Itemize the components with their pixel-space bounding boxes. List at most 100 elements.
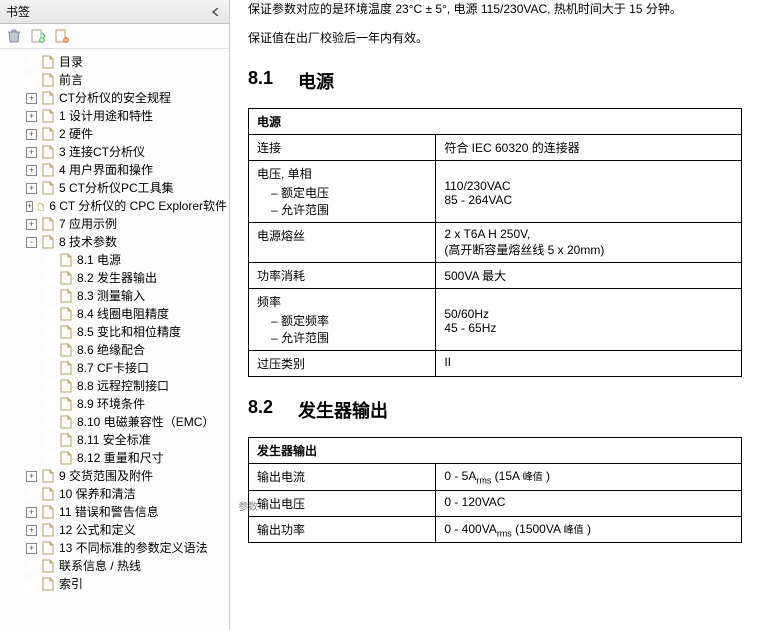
tree-item[interactable]: 索引 [4,575,227,593]
tree-item[interactable]: 8.3 测量输入 [4,287,227,305]
page-icon [37,199,45,213]
page-icon [59,307,73,321]
intro-paragraph-2: 保证值在出厂校验后一年内有效。 [248,29,742,48]
tree-item[interactable]: 8.8 远程控制接口 [4,377,227,395]
tree-item[interactable]: +13 不同标准的参数定义语法 [4,539,227,557]
tree-item[interactable]: 8.6 绝缘配合 [4,341,227,359]
tree-item[interactable]: 8.12 重量和尺寸 [4,449,227,467]
tree-item[interactable]: + CT分析仪的安全规程 [4,89,227,107]
page-icon [41,91,55,105]
page-icon [59,289,73,303]
expander-placeholder [44,309,55,320]
tree-item-label: 8.12 重量和尺寸 [77,450,164,466]
tree-item[interactable]: +7 应用示例 [4,215,227,233]
tree-item[interactable]: 10 保养和清洁 [4,485,227,503]
intro-paragraph-1: 保证参数对应的是环境温度 23°C ± 5°, 电源 115/230VAC, 热… [248,0,742,19]
tree-item[interactable]: 8.10 电磁兼容性（EMC） [4,413,227,431]
expander-placeholder [44,291,55,302]
expander-placeholder [44,435,55,446]
expand-icon[interactable]: + [26,201,33,212]
tree-item-label: 6 CT 分析仪的 CPC Explorer软件 [49,198,227,214]
table-header: 发生器输出 [249,438,742,464]
expand-icon[interactable]: + [26,183,37,194]
tree-item-label: 联系信息 / 热线 [59,558,141,574]
tree-item[interactable]: +2 硬件 [4,125,227,143]
tree-item[interactable]: 8.4 线圈电阻精度 [4,305,227,323]
expand-icon[interactable]: + [26,543,37,554]
table-generator-output: 发生器输出输出电流0 - 5Arms (15A 峰值 )输出电压0 - 120V… [248,437,742,543]
page-icon [41,181,55,195]
table-cell-label: 功率消耗 [249,263,436,289]
page-icon [59,325,73,339]
expander-placeholder [44,273,55,284]
table-cell-label: 过压类别 [249,351,436,377]
table-cell-value: 50/60Hz45 - 65Hz [436,289,742,351]
expander-placeholder [44,381,55,392]
tree-item-label: 13 不同标准的参数定义语法 [59,540,208,556]
tree-item[interactable]: 目录 [4,53,227,71]
tree-item-label: 8.4 线圈电阻精度 [77,306,169,322]
trash-icon[interactable] [6,28,22,44]
tree-item[interactable]: 前言 [4,71,227,89]
section-8-2-heading: 8.2 发生器输出 [248,397,742,423]
tree-item[interactable]: 8.7 CF卡接口 [4,359,227,377]
tree-item-label: 5 CT分析仪PC工具集 [59,180,174,196]
page-icon [41,559,55,573]
expand-icon[interactable]: + [26,93,37,104]
expand-icon[interactable]: + [26,525,37,536]
tree-item-label: 8.10 电磁兼容性（EMC） [77,414,214,430]
table-cell-value: 符合 IEC 60320 的连接器 [436,135,742,161]
tree-item[interactable]: -8 技术参数 [4,233,227,251]
expander-placeholder [44,399,55,410]
expand-icon[interactable]: + [26,111,37,122]
tree-item[interactable]: +3 连接CT分析仪 [4,143,227,161]
page-icon [59,415,73,429]
page-icon [41,577,55,591]
tree-item[interactable]: 8.9 环境条件 [4,395,227,413]
table-cell-value: 2 x T6A H 250V,(高开断容量熔丝线 5 x 20mm) [436,223,742,263]
tag-bookmark-icon[interactable] [54,28,70,44]
tree-item[interactable]: +12 公式和定义 [4,521,227,539]
page-icon [41,469,55,483]
tree-item[interactable]: 联系信息 / 热线 [4,557,227,575]
table-cell-value: II [436,351,742,377]
tree-item-label: 3 连接CT分析仪 [59,144,145,160]
collapse-sidebar-button[interactable] [209,5,223,19]
new-bookmark-icon[interactable] [30,28,46,44]
expand-icon[interactable]: + [26,165,37,176]
expand-icon[interactable]: + [26,471,37,482]
tree-item-label: CT分析仪的安全规程 [59,90,171,106]
table-cell-label: 输出电压 [249,490,436,516]
tree-item[interactable]: 8.2 发生器输出 [4,269,227,287]
page-icon [41,127,55,141]
page-icon [41,55,55,69]
tree-item[interactable]: +5 CT分析仪PC工具集 [4,179,227,197]
expand-icon[interactable]: + [26,219,37,230]
tree-item[interactable]: 8.5 变比和相位精度 [4,323,227,341]
tree-item-label: 8.9 环境条件 [77,396,145,412]
tree-item-label: 7 应用示例 [59,216,117,232]
expander-placeholder [44,453,55,464]
page-icon [41,541,55,555]
page-icon [59,361,73,375]
tree-item[interactable]: +4 用户界面和操作 [4,161,227,179]
table-power: 电源连接符合 IEC 60320 的连接器电压, 单相额定电压允许范围 110/… [248,108,742,377]
expand-icon[interactable]: + [26,147,37,158]
expander-placeholder [44,417,55,428]
collapse-icon[interactable]: - [26,237,37,248]
page-icon [41,217,55,231]
expand-icon[interactable]: + [26,507,37,518]
tree-item-label: 8.1 电源 [77,252,121,268]
tree-item-label: 8.8 远程控制接口 [77,378,169,394]
expand-icon[interactable]: + [26,129,37,140]
tree-item[interactable]: 8.11 安全标准 [4,431,227,449]
tree-item[interactable]: 8.1 电源 [4,251,227,269]
tree-item[interactable]: +11 错误和警告信息 [4,503,227,521]
tree-item[interactable]: +6 CT 分析仪的 CPC Explorer软件 [4,197,227,215]
tree-item[interactable]: +1 设计用途和特性 [4,107,227,125]
tree-item-label: 8.2 发生器输出 [77,270,157,286]
tree-item[interactable]: +9 交货范围及附件 [4,467,227,485]
page-icon [59,271,73,285]
page-icon [59,397,73,411]
page-icon [59,433,73,447]
